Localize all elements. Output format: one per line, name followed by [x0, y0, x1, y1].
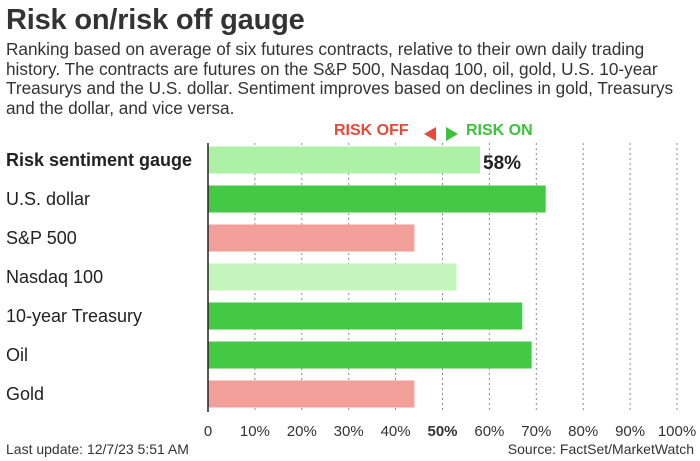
- chart-subtitle: Ranking based on average of six futures …: [6, 39, 674, 118]
- x-tick-label: 50%: [427, 423, 457, 440]
- x-tick-label: 100%: [658, 423, 696, 440]
- arrow-right-icon: [446, 127, 458, 141]
- chart-title: Risk on/risk off gauge: [6, 4, 305, 36]
- data-label: 58%: [483, 153, 521, 174]
- category-label: Gold: [6, 384, 44, 404]
- bar: [208, 185, 546, 213]
- category-label: S&P 500: [6, 228, 77, 248]
- bar: [208, 341, 532, 369]
- category-label: Risk sentiment gauge: [6, 150, 192, 170]
- last-update: Last update: 12/7/23 5:51 AM: [6, 441, 189, 457]
- bar: [208, 224, 415, 252]
- x-tick-label: 90%: [615, 423, 645, 440]
- x-tick-label: 60%: [474, 423, 504, 440]
- bar: [208, 302, 523, 330]
- category-label: Oil: [6, 345, 28, 365]
- bar: [208, 263, 457, 291]
- x-tick-label: 0: [204, 423, 212, 440]
- bar: [208, 380, 415, 408]
- legend-risk-on: RISK ON: [466, 122, 533, 139]
- source-note: Source: FactSet/MarketWatch: [507, 441, 694, 457]
- x-tick-label: 40%: [381, 423, 411, 440]
- x-tick-label: 10%: [240, 423, 270, 440]
- x-tick-label: 70%: [521, 423, 551, 440]
- legend-risk-off: RISK OFF: [334, 122, 409, 139]
- category-label: U.S. dollar: [6, 189, 90, 209]
- category-label: 10-year Treasury: [6, 306, 142, 326]
- bar: [208, 146, 481, 174]
- category-label: Nasdaq 100: [6, 267, 103, 287]
- x-tick-label: 20%: [287, 423, 317, 440]
- arrow-left-icon: [424, 127, 436, 141]
- x-tick-label: 30%: [334, 423, 364, 440]
- x-tick-label: 80%: [568, 423, 598, 440]
